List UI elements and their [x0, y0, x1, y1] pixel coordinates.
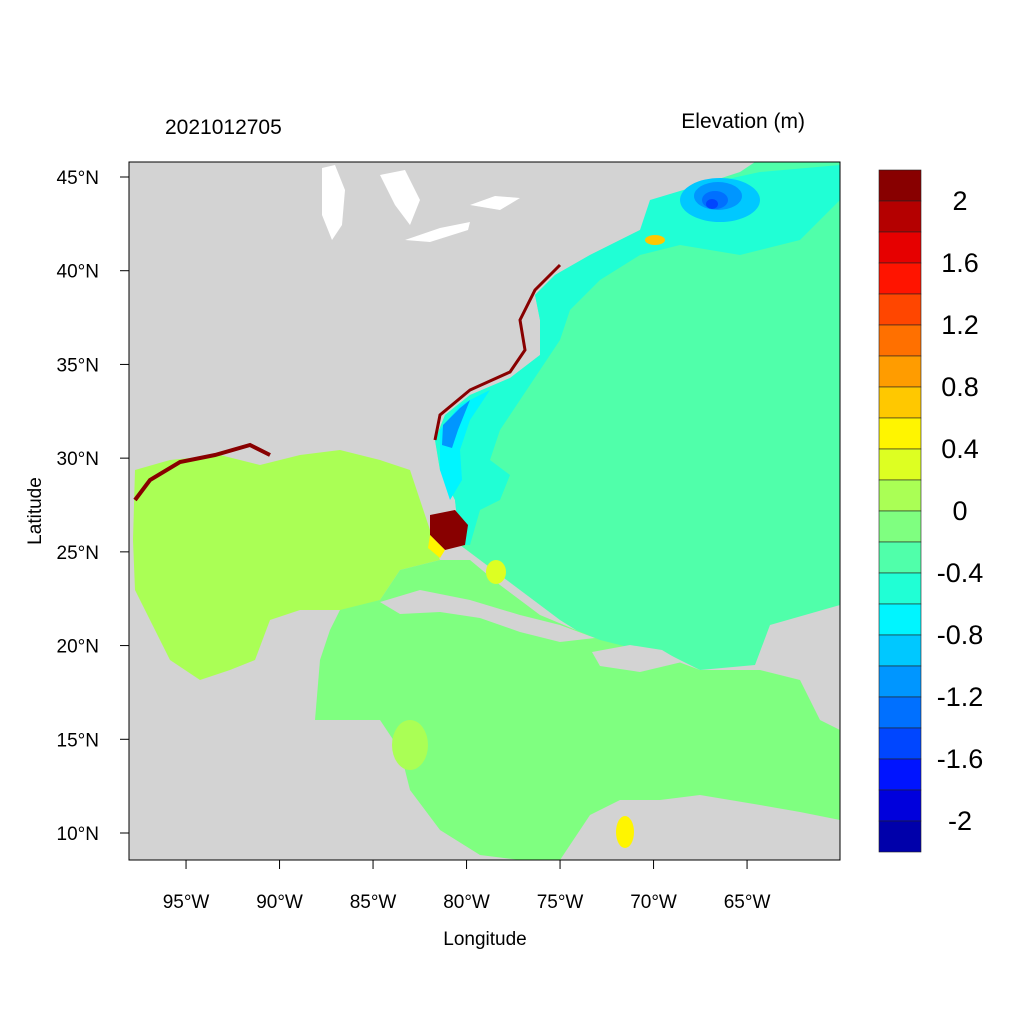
- caribbean-patch: [392, 720, 428, 770]
- florida-bay: [428, 535, 445, 558]
- bahamas-bank: [486, 560, 506, 584]
- cuba: [380, 590, 595, 642]
- y-axis: 10°N 15°N 20°N 25°N 30°N 35°N 40°N 45°N: [57, 168, 129, 845]
- colorbar-label: 2: [952, 186, 967, 216]
- colorbar-bin: [878, 448, 922, 481]
- colorbar-bin: [878, 541, 922, 574]
- lake-huron: [380, 170, 420, 225]
- lake-michigan: [322, 165, 345, 240]
- colorbar-bin: [878, 262, 922, 295]
- y-axis-label: Latitude: [25, 477, 46, 545]
- colorbar-bin: [878, 510, 922, 543]
- colorbar-bin: [878, 665, 922, 698]
- x-axis: 95°W 90°W 85°W 80°W 75°W 70°W 65°W: [163, 860, 771, 913]
- x-tick-label: 65°W: [724, 892, 771, 913]
- plot-frame: [128, 161, 841, 861]
- hispaniola: [592, 645, 682, 672]
- colorbar-bin: [878, 200, 922, 233]
- colorbar-bin: [878, 324, 922, 357]
- georgia-bight-low: [442, 400, 470, 448]
- title-date: 2021012705: [165, 116, 282, 139]
- colorbar-bin: [878, 386, 922, 419]
- colorbar-label: 0: [952, 496, 967, 526]
- colorbar-label: -2: [948, 806, 972, 836]
- y-tick-label: 40°N: [57, 262, 99, 283]
- colorbar-bin: [878, 820, 922, 853]
- x-tick-label: 80°W: [443, 892, 490, 913]
- colorbar-label: 1.6: [941, 248, 979, 278]
- map-area: [129, 162, 840, 860]
- atlantic-coast-surge: [433, 263, 562, 441]
- y-tick-label: 35°N: [57, 355, 99, 376]
- long-island-sound: [645, 235, 665, 245]
- colorbar-label: -0.8: [937, 620, 984, 650]
- colorbar-label: -0.4: [937, 558, 984, 588]
- colorbar-bin: [878, 293, 922, 326]
- y-tick-label: 25°N: [57, 543, 99, 564]
- colorbar-bin: [878, 417, 922, 450]
- y-tick-label: 20°N: [57, 637, 99, 658]
- colorbar-bin: [878, 479, 922, 512]
- colorbar-label: 0.8: [941, 372, 979, 402]
- atlantic-ocean: [435, 162, 840, 670]
- colorbar-bin: [878, 634, 922, 667]
- y-tick-label: 10°N: [57, 824, 99, 845]
- x-tick-label: 70°W: [630, 892, 677, 913]
- colorbar: 2 1.6 1.2 0.8 0.4 0 -0.4 -0.8 -1.2 -1.6 -2: [878, 169, 984, 853]
- x-tick-label: 85°W: [350, 892, 397, 913]
- colorbar-bin: [878, 169, 922, 202]
- colorbar-bin: [878, 572, 922, 605]
- coastal-band-atlantic: [435, 165, 840, 545]
- y-tick-label: 45°N: [57, 168, 99, 189]
- colorbar-bin: [878, 603, 922, 636]
- x-tick-label: 90°W: [256, 892, 303, 913]
- colorbar-bin: [878, 231, 922, 264]
- lake-ontario: [470, 196, 520, 210]
- gulf-of-mexico: [133, 450, 440, 680]
- colorbar-label: -1.6: [937, 744, 984, 774]
- lake-maracaibo: [616, 816, 634, 848]
- x-tick-label: 95°W: [163, 892, 210, 913]
- gulf-of-maine-band4: [706, 199, 718, 209]
- colorbar-label: 1.2: [941, 310, 979, 340]
- colorbar-bin: [878, 789, 922, 822]
- lake-erie: [405, 222, 470, 242]
- colorbar-label: -1.2: [937, 682, 984, 712]
- colorbar-bin: [878, 696, 922, 729]
- x-tick-label: 75°W: [537, 892, 584, 913]
- colorbar-label: 0.4: [941, 434, 979, 464]
- caribbean-sea: [315, 560, 840, 860]
- colorbar-bin: [878, 727, 922, 760]
- colorbar-bin: [878, 758, 922, 791]
- x-axis-label: Longitude: [443, 929, 526, 950]
- y-tick-label: 15°N: [57, 730, 99, 751]
- colorbar-bin: [878, 355, 922, 388]
- y-tick-label: 30°N: [57, 449, 99, 470]
- title-variable: Elevation (m): [681, 110, 805, 133]
- gulf-coast-surge: [133, 442, 271, 502]
- florida-surge: [430, 510, 468, 550]
